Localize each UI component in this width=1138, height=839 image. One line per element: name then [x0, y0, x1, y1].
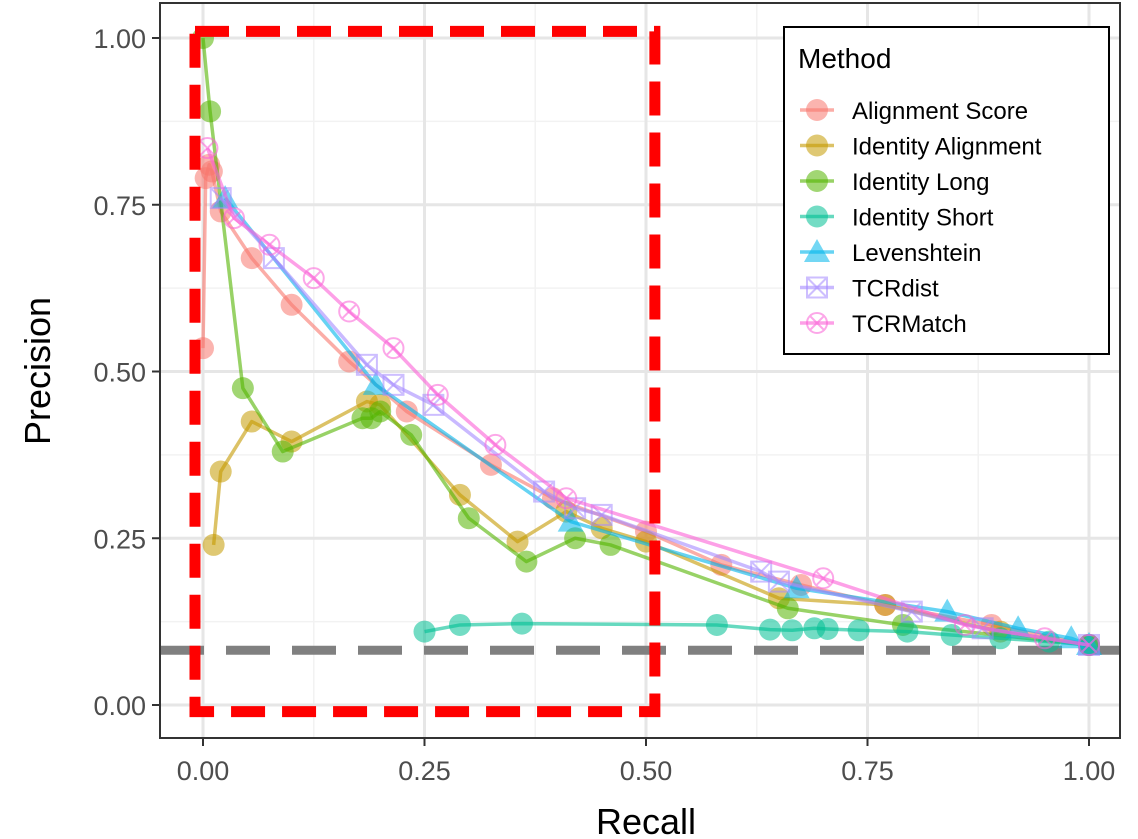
- legend-key-marker: [806, 205, 828, 228]
- data-point-tcrmatch: [258, 233, 281, 256]
- axis-ticks: 0.00 0.25 0.50 0.75 1.00 0.00 0.25 0.50 0.75 1.00: [93, 24, 1115, 786]
- data-point-identity-long: [599, 533, 622, 556]
- x-tick-label: 1.00: [1063, 756, 1116, 786]
- data-point-tcrmatch: [555, 487, 578, 510]
- data-point-alignment-score: [395, 400, 418, 423]
- data-point-identity-alignment: [506, 530, 529, 553]
- data-point-identity-alignment: [209, 460, 232, 483]
- data-point-alignment-score: [240, 247, 263, 270]
- legend-item-identity-long: Identity Long: [800, 169, 989, 196]
- data-point-identity-long: [271, 440, 294, 463]
- x-tick-label: 0.50: [620, 756, 673, 786]
- x-tick-label: 0.00: [177, 756, 230, 786]
- data-point-tcrmatch: [953, 613, 976, 636]
- grid: [160, 3, 1120, 738]
- legend: Method Alignment Score Identity Alignment…: [783, 26, 1110, 355]
- legend-key-marker: [806, 312, 828, 334]
- legend-key-marker: [806, 134, 828, 157]
- legend-item-identity-short: Identity Short: [800, 205, 994, 232]
- y-tick-label: 0.75: [93, 191, 146, 221]
- legend-key-marker: [806, 170, 828, 192]
- data-point-tcrmatch: [812, 567, 835, 590]
- data-point-tcrmatch: [484, 433, 507, 456]
- data-point-identity-long: [776, 597, 799, 620]
- y-tick-label: 0.00: [93, 691, 146, 721]
- data-point-tcrdist: [382, 373, 405, 396]
- data-point-identity-short: [759, 618, 782, 641]
- data-point-tcrmatch: [382, 337, 405, 360]
- series-group: [192, 27, 1102, 656]
- data-point-identity-short: [413, 620, 436, 643]
- highlight-box-rect: [189, 25, 661, 718]
- legend-key-marker: [806, 99, 828, 121]
- data-point-tcrmatch: [302, 267, 325, 290]
- data-point-identity-long: [231, 377, 254, 400]
- highlight-box: [189, 25, 661, 718]
- y-tick-label: 1.00: [93, 24, 146, 54]
- data-point-identity-short: [896, 620, 919, 643]
- data-point-levenshtein: [362, 371, 389, 395]
- data-point-identity-alignment: [240, 410, 263, 433]
- data-point-identity-short: [781, 619, 804, 642]
- x-tick-label: 0.25: [398, 756, 451, 786]
- legend-item-tcrdist: TCRdist: [800, 276, 939, 303]
- data-point-identity-short: [705, 613, 728, 636]
- data-point-identity-short: [448, 613, 471, 636]
- x-tick-label: 0.75: [841, 756, 894, 786]
- data-point-identity-long: [400, 423, 423, 446]
- legend-title: Method: [798, 43, 891, 74]
- y-tick-label: 0.25: [93, 524, 146, 554]
- data-point-tcrdist: [767, 570, 790, 593]
- data-point-tcrmatch: [223, 207, 246, 230]
- data-point-tcrmatch: [426, 383, 449, 406]
- data-point-identity-long: [515, 550, 538, 573]
- data-point-identity-alignment: [202, 533, 225, 556]
- legend-label: Alignment Score: [852, 98, 1028, 125]
- data-point-identity-long: [199, 100, 222, 123]
- data-point-levenshtein: [557, 508, 584, 532]
- legend-key-marker: [806, 276, 828, 299]
- y-axis-title: Precision: [17, 297, 58, 445]
- legend-box: [783, 26, 1110, 355]
- legend-label: Identity Alignment: [852, 134, 1042, 161]
- y-tick-label: 0.50: [93, 358, 146, 388]
- data-point-tcrdist: [355, 353, 378, 376]
- series-line-levenshtein: [223, 196, 1090, 647]
- data-point-identity-short: [510, 612, 533, 635]
- legend-label: TCRdist: [852, 276, 939, 303]
- legend-label: TCRMatch: [852, 311, 967, 338]
- legend-label: Identity Short: [852, 205, 994, 232]
- legend-label: Identity Long: [852, 169, 989, 196]
- legend-key-marker: [804, 239, 830, 262]
- data-point-identity-short: [940, 623, 963, 646]
- legend-item-alignment-score: Alignment Score: [800, 98, 1028, 125]
- data-point-tcrmatch: [338, 300, 361, 323]
- data-point-tcrmatch: [1033, 627, 1056, 650]
- x-axis-title: Recall: [596, 801, 696, 839]
- data-point-tcrdist: [262, 247, 285, 270]
- legend-item-levenshtein: Levenshtein: [800, 239, 981, 267]
- data-point-alignment-score: [280, 293, 303, 316]
- legend-item-tcrmatch: TCRMatch: [800, 311, 967, 338]
- data-point-identity-short: [847, 619, 870, 642]
- legend-label: Levenshtein: [852, 240, 981, 267]
- data-point-identity-long: [564, 527, 587, 550]
- legend-item-identity-alignment: Identity Alignment: [800, 134, 1042, 161]
- data-point-tcrmatch: [1078, 633, 1100, 656]
- data-point-identity-long: [369, 400, 392, 423]
- data-point-identity-short: [816, 617, 839, 640]
- data-point-identity-long: [457, 507, 480, 530]
